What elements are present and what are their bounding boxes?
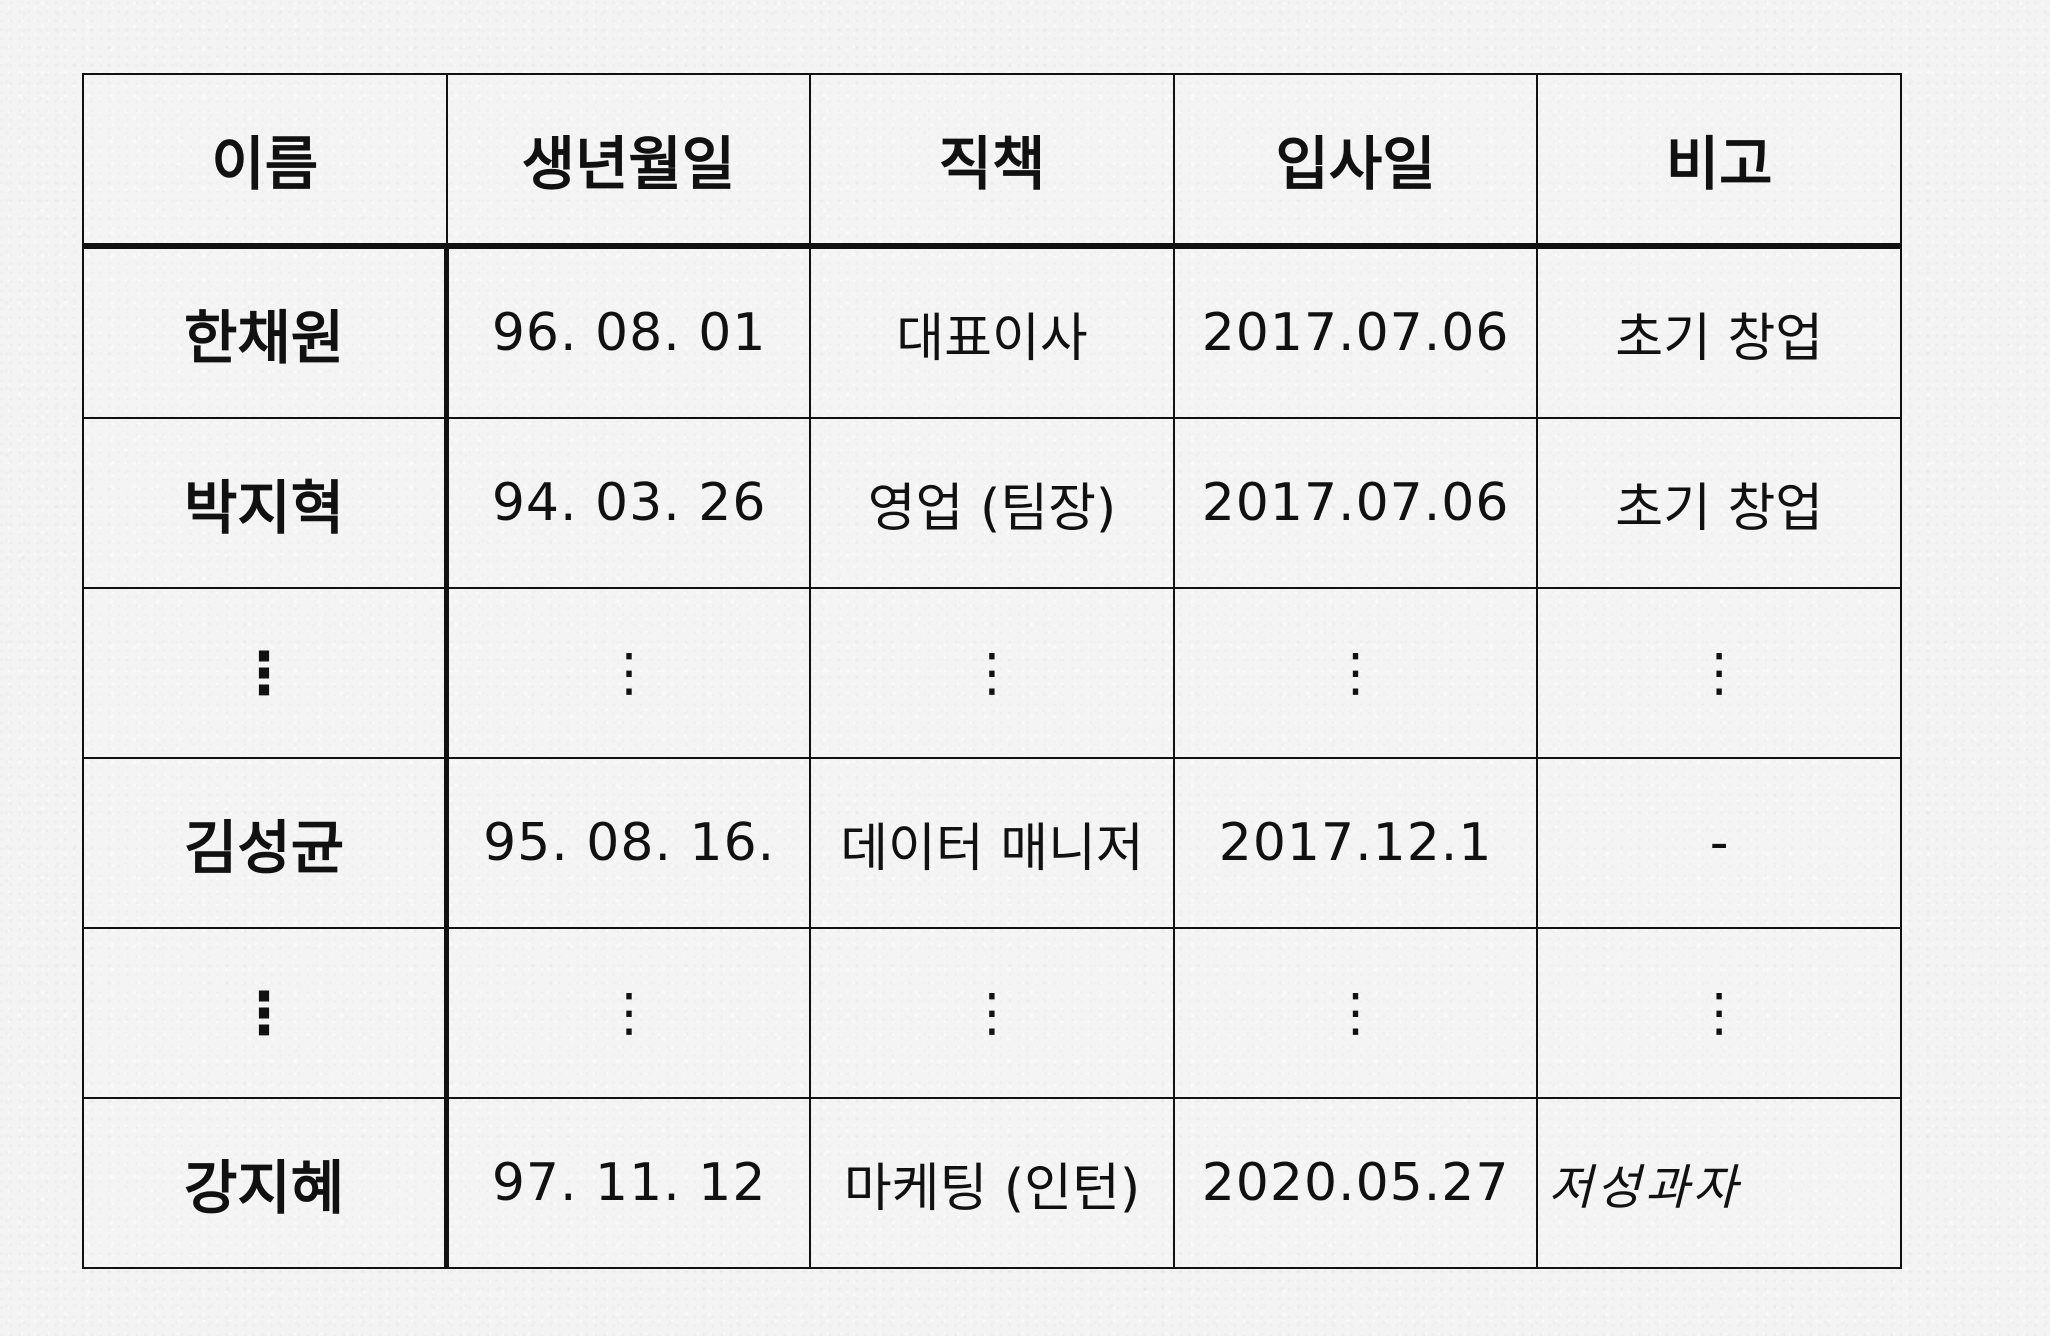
cell-note: 초기 창업 xyxy=(1536,417,1902,589)
cell-position: 영업 (팀장) xyxy=(809,417,1175,589)
cell-birthdate: 95. 08. 16. xyxy=(445,757,812,929)
header-position: 직책 xyxy=(809,73,1175,249)
cell-join-date: 2017.07.06 xyxy=(1172,417,1539,589)
table-row-ellipsis: ⋮ ⋮ ⋮ ⋮ ⋮ xyxy=(82,927,1902,1099)
cell-note: 초기 창업 xyxy=(1536,245,1902,419)
cell-name: 김성균 xyxy=(82,757,450,929)
cell-ellipsis: ⋮ xyxy=(82,587,450,759)
table-row: 김성균 95. 08. 16. 데이터 매니저 2017.12.1 - xyxy=(82,757,1902,929)
table-row: 박지혁 94. 03. 26 영업 (팀장) 2017.07.06 초기 창업 xyxy=(82,417,1902,589)
cell-ellipsis: ⋮ xyxy=(809,927,1175,1099)
cell-name: 박지혁 xyxy=(82,417,450,589)
cell-name: 한채원 xyxy=(82,245,450,419)
cell-ellipsis: ⋮ xyxy=(82,927,450,1099)
header-row: 이름 생년월일 직책 입사일 비고 xyxy=(82,73,1902,249)
table-row: 강지혜 97. 11. 12 마케팅 (인턴) 2020.05.27 저성과자 xyxy=(82,1097,1902,1269)
employee-table: 이름 생년월일 직책 입사일 비고 한채원 96. 08. 01 대표이사 20… xyxy=(82,73,1902,1269)
cell-ellipsis: ⋮ xyxy=(445,587,812,759)
cell-position: 마케팅 (인턴) xyxy=(809,1097,1175,1269)
cell-ellipsis: ⋮ xyxy=(1536,587,1902,759)
cell-ellipsis: ⋮ xyxy=(809,587,1175,759)
cell-join-date: 2017.12.1 xyxy=(1172,757,1539,929)
cell-note: - xyxy=(1536,757,1902,929)
header-join-date: 입사일 xyxy=(1172,73,1539,249)
cell-ellipsis: ⋮ xyxy=(445,927,812,1099)
header-birthdate: 생년월일 xyxy=(445,73,812,249)
table-header: 이름 생년월일 직책 입사일 비고 xyxy=(82,73,1902,249)
header-name: 이름 xyxy=(82,73,448,249)
cell-position: 데이터 매니저 xyxy=(809,757,1175,929)
header-note: 비고 xyxy=(1536,73,1902,249)
cell-birthdate: 97. 11. 12 xyxy=(445,1097,812,1269)
cell-note-handwritten: 저성과자 xyxy=(1536,1097,1902,1269)
cell-join-date: 2017.07.06 xyxy=(1172,245,1539,419)
cell-ellipsis: ⋮ xyxy=(1536,927,1902,1099)
table-row: 한채원 96. 08. 01 대표이사 2017.07.06 초기 창업 xyxy=(82,245,1902,419)
cell-birthdate: 96. 08. 01 xyxy=(445,245,812,419)
cell-position: 대표이사 xyxy=(809,245,1175,419)
cell-ellipsis: ⋮ xyxy=(1172,927,1539,1099)
table-body: 한채원 96. 08. 01 대표이사 2017.07.06 초기 창업 박지혁… xyxy=(82,245,1902,1269)
cell-join-date: 2020.05.27 xyxy=(1172,1097,1539,1269)
cell-birthdate: 94. 03. 26 xyxy=(445,417,812,589)
cell-ellipsis: ⋮ xyxy=(1172,587,1539,759)
table-row-ellipsis: ⋮ ⋮ ⋮ ⋮ ⋮ xyxy=(82,587,1902,759)
cell-name: 강지혜 xyxy=(82,1097,450,1269)
